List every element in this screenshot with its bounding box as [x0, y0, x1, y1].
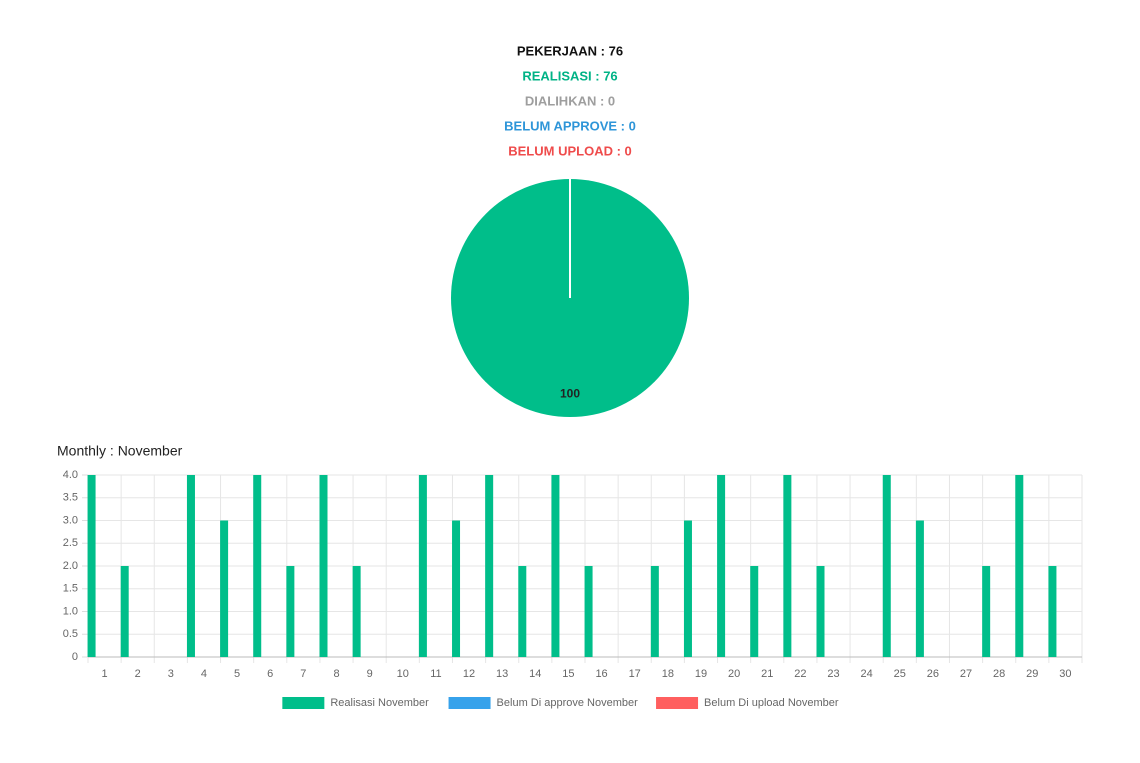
bar [518, 566, 527, 657]
summary-line: BELUM APPROVE : 0 [504, 118, 636, 133]
x-tick-label: 26 [927, 668, 939, 680]
bar [1048, 566, 1057, 657]
x-tick-label: 10 [397, 668, 409, 680]
legend-swatch [282, 697, 325, 709]
x-tick-label: 30 [1059, 668, 1071, 680]
x-tick-label: 11 [430, 668, 441, 680]
y-tick-label: 2.0 [63, 560, 78, 572]
bar [1015, 475, 1024, 657]
bar [120, 566, 129, 657]
x-tick-label: 25 [894, 668, 906, 680]
bar [220, 520, 229, 657]
summary-line: BELUM UPLOAD : 0 [508, 143, 632, 158]
legend-label: Realisasi November [330, 697, 429, 709]
legend-swatch [656, 697, 699, 709]
y-tick-label: 0 [72, 651, 78, 663]
x-tick-label: 13 [496, 668, 508, 680]
x-tick-label: 12 [463, 668, 475, 680]
x-tick-label: 19 [695, 668, 707, 680]
bar [186, 475, 195, 657]
bar [783, 475, 792, 657]
x-tick-label: 22 [794, 668, 806, 680]
x-tick-label: 14 [529, 668, 541, 680]
bar [915, 520, 924, 657]
x-tick-label: 23 [827, 668, 839, 680]
summary-line: DIALIHKAN : 0 [525, 93, 615, 108]
bar [253, 475, 262, 657]
x-tick-label: 15 [562, 668, 574, 680]
y-tick-label: 3.5 [63, 492, 78, 504]
x-tick-label: 6 [267, 668, 273, 680]
x-tick-label: 27 [960, 668, 972, 680]
x-tick-label: 7 [300, 668, 306, 680]
x-tick-label: 29 [1026, 668, 1038, 680]
bar [452, 520, 461, 657]
x-tick-label: 28 [993, 668, 1005, 680]
x-tick-label: 2 [135, 668, 141, 680]
y-tick-label: 2.5 [63, 537, 78, 549]
summary-line: REALISASI : 76 [522, 68, 617, 83]
y-tick-label: 0.5 [63, 628, 78, 640]
x-tick-label: 9 [367, 668, 373, 680]
pie-value-label: 100 [560, 387, 580, 401]
x-tick-label: 8 [333, 668, 339, 680]
summary-line: PEKERJAAN : 76 [517, 43, 623, 58]
x-tick-label: 18 [662, 668, 674, 680]
bar [352, 566, 361, 657]
bar [584, 566, 593, 657]
bar [551, 475, 560, 657]
x-tick-label: 21 [761, 668, 773, 680]
x-tick-label: 3 [168, 668, 174, 680]
bar [286, 566, 295, 657]
bar [650, 566, 659, 657]
y-tick-label: 1.5 [63, 583, 78, 595]
x-tick-label: 5 [234, 668, 240, 680]
x-tick-label: 1 [102, 668, 108, 680]
x-tick-label: 20 [728, 668, 740, 680]
bar [485, 475, 494, 657]
x-tick-label: 16 [595, 668, 607, 680]
bar [882, 475, 891, 657]
bar [418, 475, 427, 657]
x-tick-label: 4 [201, 668, 207, 680]
bar [750, 566, 759, 657]
bar [319, 475, 328, 657]
legend-label: Belum Di approve November [497, 697, 639, 709]
bar [683, 520, 692, 657]
bar [87, 475, 96, 657]
x-tick-label: 17 [629, 668, 641, 680]
legend-label: Belum Di upload November [704, 697, 839, 709]
y-tick-label: 4.0 [63, 469, 78, 481]
bar [717, 475, 726, 657]
y-tick-label: 3.0 [63, 514, 78, 526]
y-tick-label: 1.0 [63, 605, 78, 617]
bar [982, 566, 991, 657]
bar-chart-title: Monthly : November [57, 443, 183, 459]
x-tick-label: 24 [861, 668, 873, 680]
legend-swatch [448, 697, 491, 709]
bar [816, 566, 825, 657]
